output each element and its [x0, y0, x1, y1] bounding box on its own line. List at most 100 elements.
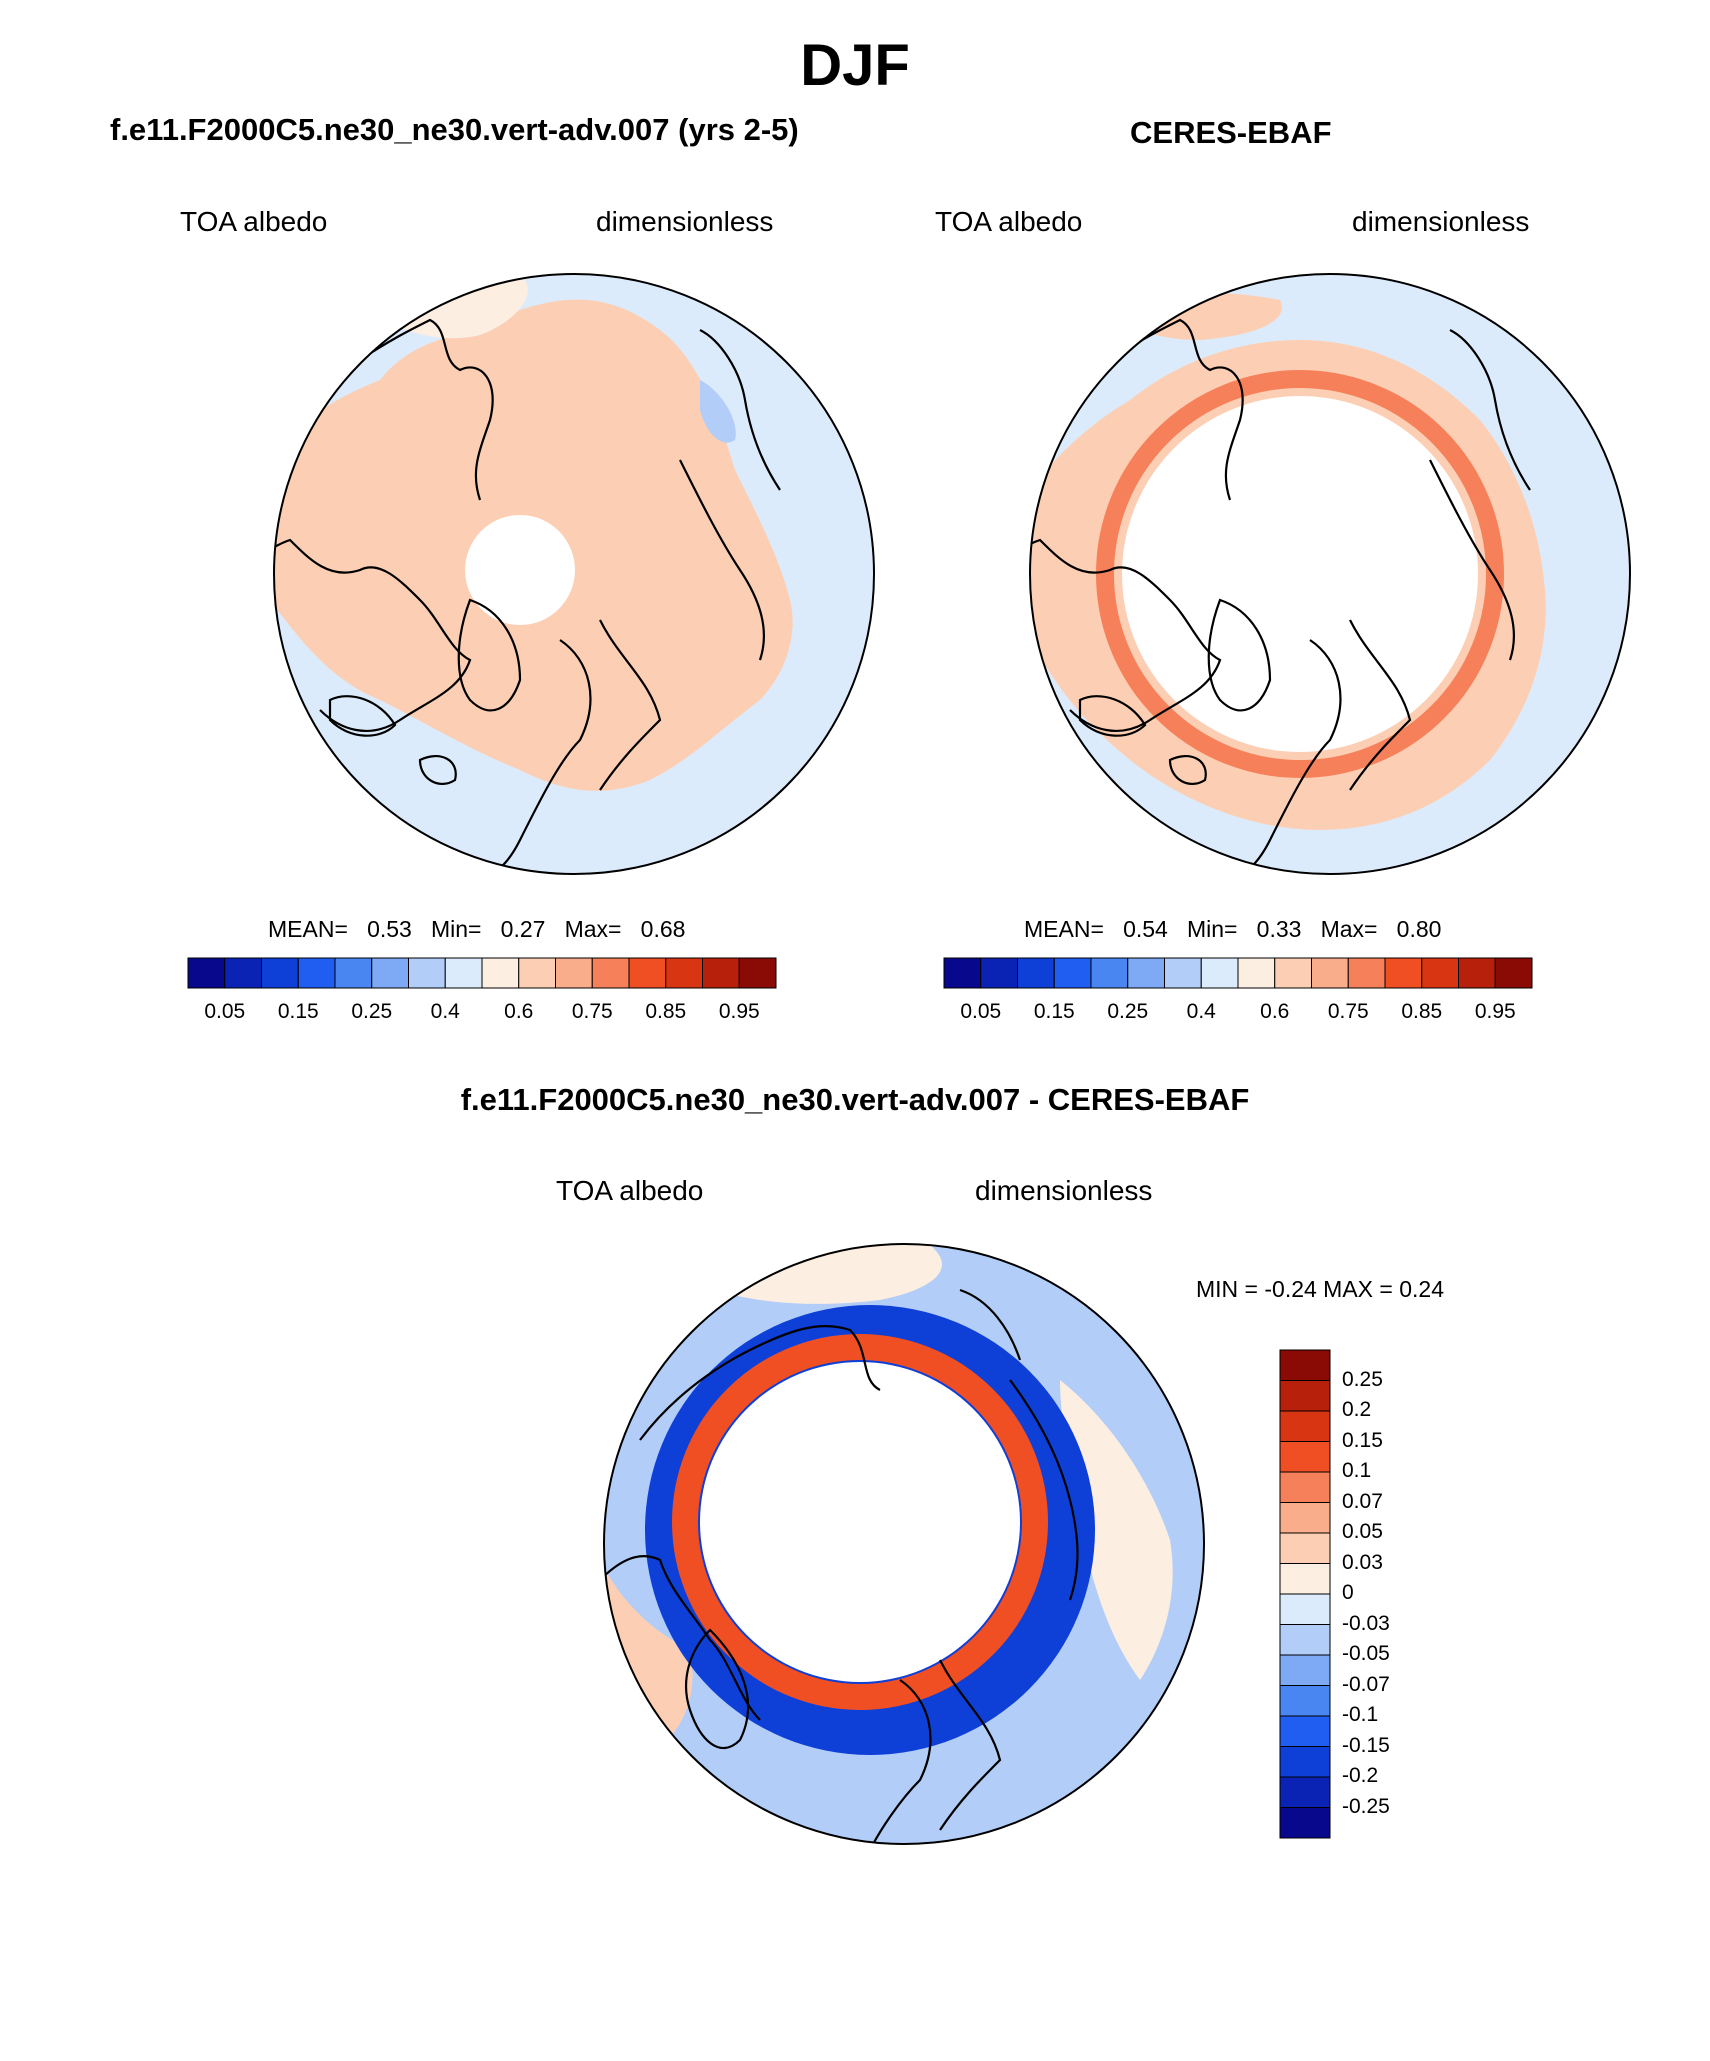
diff-colorbar-cell	[1279, 1624, 1331, 1656]
obs-colorbar-tick-label: 0.05	[960, 1000, 1002, 1023]
obs-mean-label: MEAN=	[1024, 916, 1104, 942]
diff-polar-map	[603, 1243, 1205, 1845]
diff-map-border	[603, 1243, 1205, 1845]
diff-colorbar-tick-label: 0.03	[1342, 1550, 1383, 1574]
diff-colorbar-cell	[1279, 1441, 1331, 1473]
diff-colorbar-cell	[1279, 1502, 1331, 1534]
diff-colorbar-tick-label: -0.25	[1342, 1794, 1390, 1818]
diff-coastlines	[604, 1288, 1079, 1844]
obs-colorbar-cell	[1164, 957, 1202, 989]
model-max-value: 0.68	[640, 916, 686, 942]
obs-colorbar-cell	[1274, 957, 1312, 989]
obs-colorbar-cell	[1090, 957, 1129, 989]
diff-colorbar-cell	[1279, 1654, 1331, 1686]
obs-colorbar	[943, 957, 1533, 989]
model-colorbar-cell	[555, 957, 593, 989]
diff-colorbar-cell	[1279, 1410, 1331, 1442]
diff-colorbar-cell	[1279, 1715, 1331, 1747]
model-polar-hole	[465, 515, 575, 625]
model-colorbar-cell	[444, 957, 483, 989]
obs-colorbar-tick-label: 0.95	[1474, 1000, 1516, 1023]
obs-units-label: dimensionless	[1352, 206, 1530, 237]
obs-colorbar-tick-label: 0.75	[1327, 1000, 1369, 1023]
diff-colorbar-tick-label: 0.2	[1342, 1398, 1372, 1421]
model-units-label: dimensionless	[596, 206, 774, 237]
diff-field-atlantic-warm	[1060, 1380, 1173, 1680]
diff-colorbar-cell	[1279, 1563, 1331, 1595]
diff-colorbar-tick-label: -0.2	[1342, 1764, 1379, 1787]
obs-max-value: 0.80	[1396, 916, 1442, 942]
model-colorbar-cell	[518, 957, 556, 989]
obs-min-label: Min=	[1187, 916, 1238, 942]
model-colorbar-cell	[224, 957, 262, 989]
model-colorbar-cell	[261, 957, 299, 989]
diff-colorbar-cell	[1279, 1471, 1331, 1503]
obs-colorbar-cell	[1053, 957, 1092, 989]
obs-colorbar-cell	[1311, 957, 1349, 989]
obs-map-border	[1029, 273, 1631, 875]
diff-minmax: MIN = -0.24 MAX = 0.24	[1196, 1276, 1445, 1302]
diff-colorbar-tick-label: -0.1	[1342, 1703, 1379, 1726]
obs-min-value: 0.33	[1256, 916, 1302, 942]
model-min-value: 0.27	[500, 916, 546, 942]
diff-variable-label: TOA albedo	[556, 1175, 704, 1206]
obs-panel-title: CERES-EBAF	[1130, 115, 1332, 150]
model-colorbar-cell	[334, 957, 373, 989]
obs-colorbar-cell	[1347, 957, 1386, 989]
obs-colorbar-tick-label: 0.4	[1186, 1000, 1216, 1023]
model-colorbar-cell	[408, 957, 446, 989]
figure-title: DJF	[800, 33, 910, 98]
obs-colorbar-cell	[1494, 957, 1533, 989]
model-variable-label: TOA albedo	[180, 206, 328, 237]
obs-colorbar-tick-label: 0.6	[1260, 1000, 1290, 1023]
model-colorbar-tick-label: 0.05	[204, 1000, 246, 1023]
model-mean-value: 0.53	[367, 916, 412, 942]
obs-mean-value: 0.54	[1123, 916, 1168, 942]
diff-colorbar-tick-label: 0.05	[1342, 1520, 1383, 1543]
diff-colorbar-tick-label: 0.1	[1342, 1459, 1372, 1482]
diff-colorbar-cell	[1279, 1746, 1331, 1778]
obs-colorbar-cell	[1200, 957, 1239, 989]
model-field-ocean-low	[700, 380, 736, 443]
model-colorbar-cell	[371, 957, 409, 989]
diff-polar-hole	[700, 1362, 1020, 1682]
obs-stats: MEAN= 0.54 Min= 0.33 Max= 0.80	[1024, 916, 1441, 943]
model-colorbar-tick-label: 0.95	[718, 1000, 760, 1023]
diff-colorbar-tick-label: 0.15	[1342, 1428, 1383, 1452]
model-colorbar	[187, 957, 777, 989]
model-colorbar-tick-label: 0.25	[351, 1000, 393, 1023]
obs-colorbar-cell	[1384, 957, 1423, 989]
diff-colorbar-cell	[1279, 1593, 1331, 1625]
model-max-label: Max=	[564, 916, 622, 942]
diff-colorbar-cell	[1279, 1349, 1331, 1381]
model-min-label: Min=	[431, 916, 482, 942]
obs-colorbar-cell	[980, 957, 1018, 989]
model-colorbar-cell	[665, 957, 703, 989]
diff-colorbar-tick-label: 0	[1342, 1581, 1354, 1604]
obs-variable-label: TOA albedo	[935, 206, 1083, 237]
model-colorbar-cell	[187, 957, 226, 989]
diff-units-label: dimensionless	[975, 1175, 1153, 1206]
obs-colorbar-tick-label: 0.25	[1107, 1000, 1149, 1023]
obs-colorbar-tick-label: 0.15	[1033, 1000, 1075, 1023]
diff-colorbar-cell	[1279, 1532, 1331, 1564]
model-colorbar-cell	[628, 957, 667, 989]
obs-field-ice-edge-ring	[1096, 370, 1504, 778]
diff-colorbar-tick-label: 0.07	[1342, 1489, 1383, 1513]
model-colorbar-tick-label: 0.75	[571, 1000, 613, 1023]
diff-colorbar-cell	[1279, 1380, 1331, 1412]
obs-colorbar-cell	[1421, 957, 1459, 989]
model-colorbar-cell	[297, 957, 336, 989]
model-colorbar-cell	[702, 957, 740, 989]
model-panel-title: f.e11.F2000C5.ne30_ne30.vert-adv.007 (yr…	[110, 112, 799, 147]
obs-max-label: Max=	[1320, 916, 1378, 942]
obs-colorbar-cell	[1237, 957, 1276, 989]
diff-colorbar-cell	[1279, 1685, 1331, 1717]
diff-colorbar-cell	[1279, 1776, 1331, 1808]
diff-panel-title: f.e11.F2000C5.ne30_ne30.vert-adv.007 - C…	[460, 1082, 1250, 1117]
obs-polar-map	[1029, 273, 1631, 875]
model-coastlines	[274, 318, 781, 874]
diff-colorbar-tick-label: 0.25	[1342, 1367, 1383, 1391]
model-colorbar-cell	[738, 957, 777, 989]
